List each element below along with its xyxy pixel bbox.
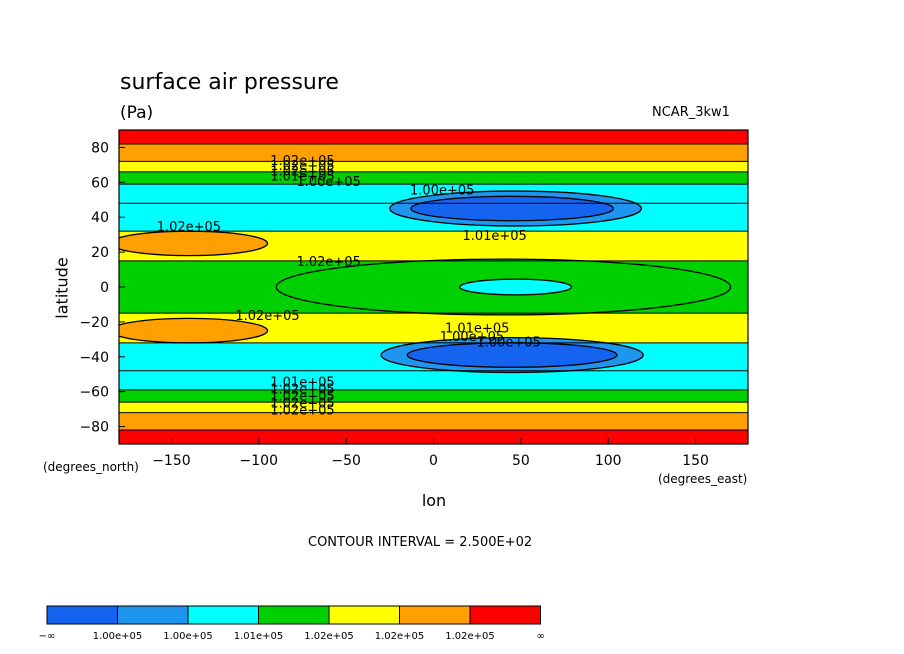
y-axis-units: (degrees_north)	[43, 460, 139, 474]
x-tick-label: 150	[682, 453, 709, 469]
contour-label: 1.02e+05	[270, 403, 334, 418]
contour-label: 1.02e+05	[270, 389, 334, 404]
colorbar-swatch	[328, 605, 400, 625]
colorbar-label: 1.00e+05	[163, 631, 213, 642]
contour-region	[410, 195, 615, 222]
contour-band	[119, 143, 748, 162]
contour-label: 1.00e+05	[476, 335, 540, 350]
chart-title: surface air pressure	[120, 70, 339, 95]
contour-label: 1.01e+05	[462, 229, 526, 244]
contour-label: 1.00e+05	[440, 330, 504, 345]
colorbar-swatch	[46, 605, 118, 625]
contour-label: 1.02e+05	[235, 309, 299, 324]
contour-label: 1.00e+05	[410, 184, 474, 199]
x-tick-label: 100	[595, 453, 622, 469]
y-tick-label: −80	[79, 420, 109, 436]
contour-label: 1.02e+05	[296, 255, 360, 270]
colorbar-label: ∞	[536, 631, 544, 642]
model-label: NCAR_3kw1	[652, 105, 730, 120]
x-axis-label: lon	[421, 491, 447, 510]
x-tick-label: −100	[240, 453, 278, 469]
colorbar-label: −∞	[39, 631, 56, 642]
contour-band	[119, 370, 748, 390]
contour-band	[119, 161, 748, 172]
contour-label: 1.02e+05	[270, 382, 334, 397]
x-tick-label: −150	[152, 453, 190, 469]
y-tick-label: −60	[79, 385, 109, 401]
contour-label: 1.00e+05	[296, 175, 360, 190]
colorbar-swatch	[469, 605, 541, 625]
contour-label: 1.02e+05	[157, 220, 221, 235]
contour-band	[119, 430, 748, 444]
contour-band	[119, 130, 748, 144]
colorbar-swatch	[399, 605, 471, 625]
x-tick-label: −50	[331, 453, 361, 469]
y-tick-label: 20	[91, 245, 109, 261]
y-tick-label: 40	[91, 210, 109, 226]
contour-band	[119, 402, 748, 413]
contour-band	[119, 412, 748, 431]
y-tick-label: 80	[91, 140, 109, 156]
contour-label: 1.01e+05	[270, 375, 334, 390]
y-tick-label: −40	[79, 350, 109, 366]
y-tick-label: −20	[79, 315, 109, 331]
colorbar-swatch	[187, 605, 259, 625]
contour-region	[459, 278, 573, 296]
colorbar-label: 1.02e+05	[445, 631, 495, 642]
contour-label: 1.02e+05	[270, 396, 334, 411]
colorbar-label: 1.01e+05	[234, 631, 284, 642]
contour-label: 1.02e+05	[270, 159, 334, 174]
y-tick-label: 60	[91, 175, 109, 191]
colorbar-label: 1.00e+05	[93, 631, 143, 642]
contour-label: 1.01e+05	[445, 321, 509, 336]
y-tick-label: 0	[100, 280, 109, 296]
contour-band	[119, 171, 748, 185]
colorbar-label: 1.02e+05	[375, 631, 425, 642]
colorbar-swatch	[258, 605, 330, 625]
contour-label: 1.01e+05	[270, 170, 334, 185]
x-tick-label: 0	[429, 453, 438, 469]
colorbar-swatch	[117, 605, 189, 625]
x-axis-units: (degrees_east)	[658, 472, 748, 486]
plot-area: 1.02e+051.02e+051.02e+051.01e+051.00e+05…	[119, 130, 748, 444]
contour-label: 1.02e+05	[270, 154, 334, 169]
chart-units: (Pa)	[120, 103, 154, 123]
contour-interval: CONTOUR INTERVAL = 2.500E+02	[308, 535, 533, 550]
contour-band	[119, 389, 748, 403]
colorbar-label: 1.02e+05	[304, 631, 354, 642]
contour-label: 1.02e+05	[270, 164, 334, 179]
x-tick-label: 50	[512, 453, 530, 469]
